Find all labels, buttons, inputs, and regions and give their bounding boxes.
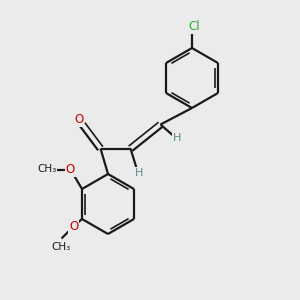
Text: H: H bbox=[173, 133, 181, 143]
Text: O: O bbox=[69, 220, 78, 233]
Text: O: O bbox=[66, 163, 75, 176]
Text: CH₃: CH₃ bbox=[52, 242, 71, 253]
Text: O: O bbox=[74, 112, 83, 126]
Text: H: H bbox=[135, 167, 144, 178]
Text: CH₃: CH₃ bbox=[37, 164, 56, 175]
Text: Cl: Cl bbox=[189, 20, 200, 33]
